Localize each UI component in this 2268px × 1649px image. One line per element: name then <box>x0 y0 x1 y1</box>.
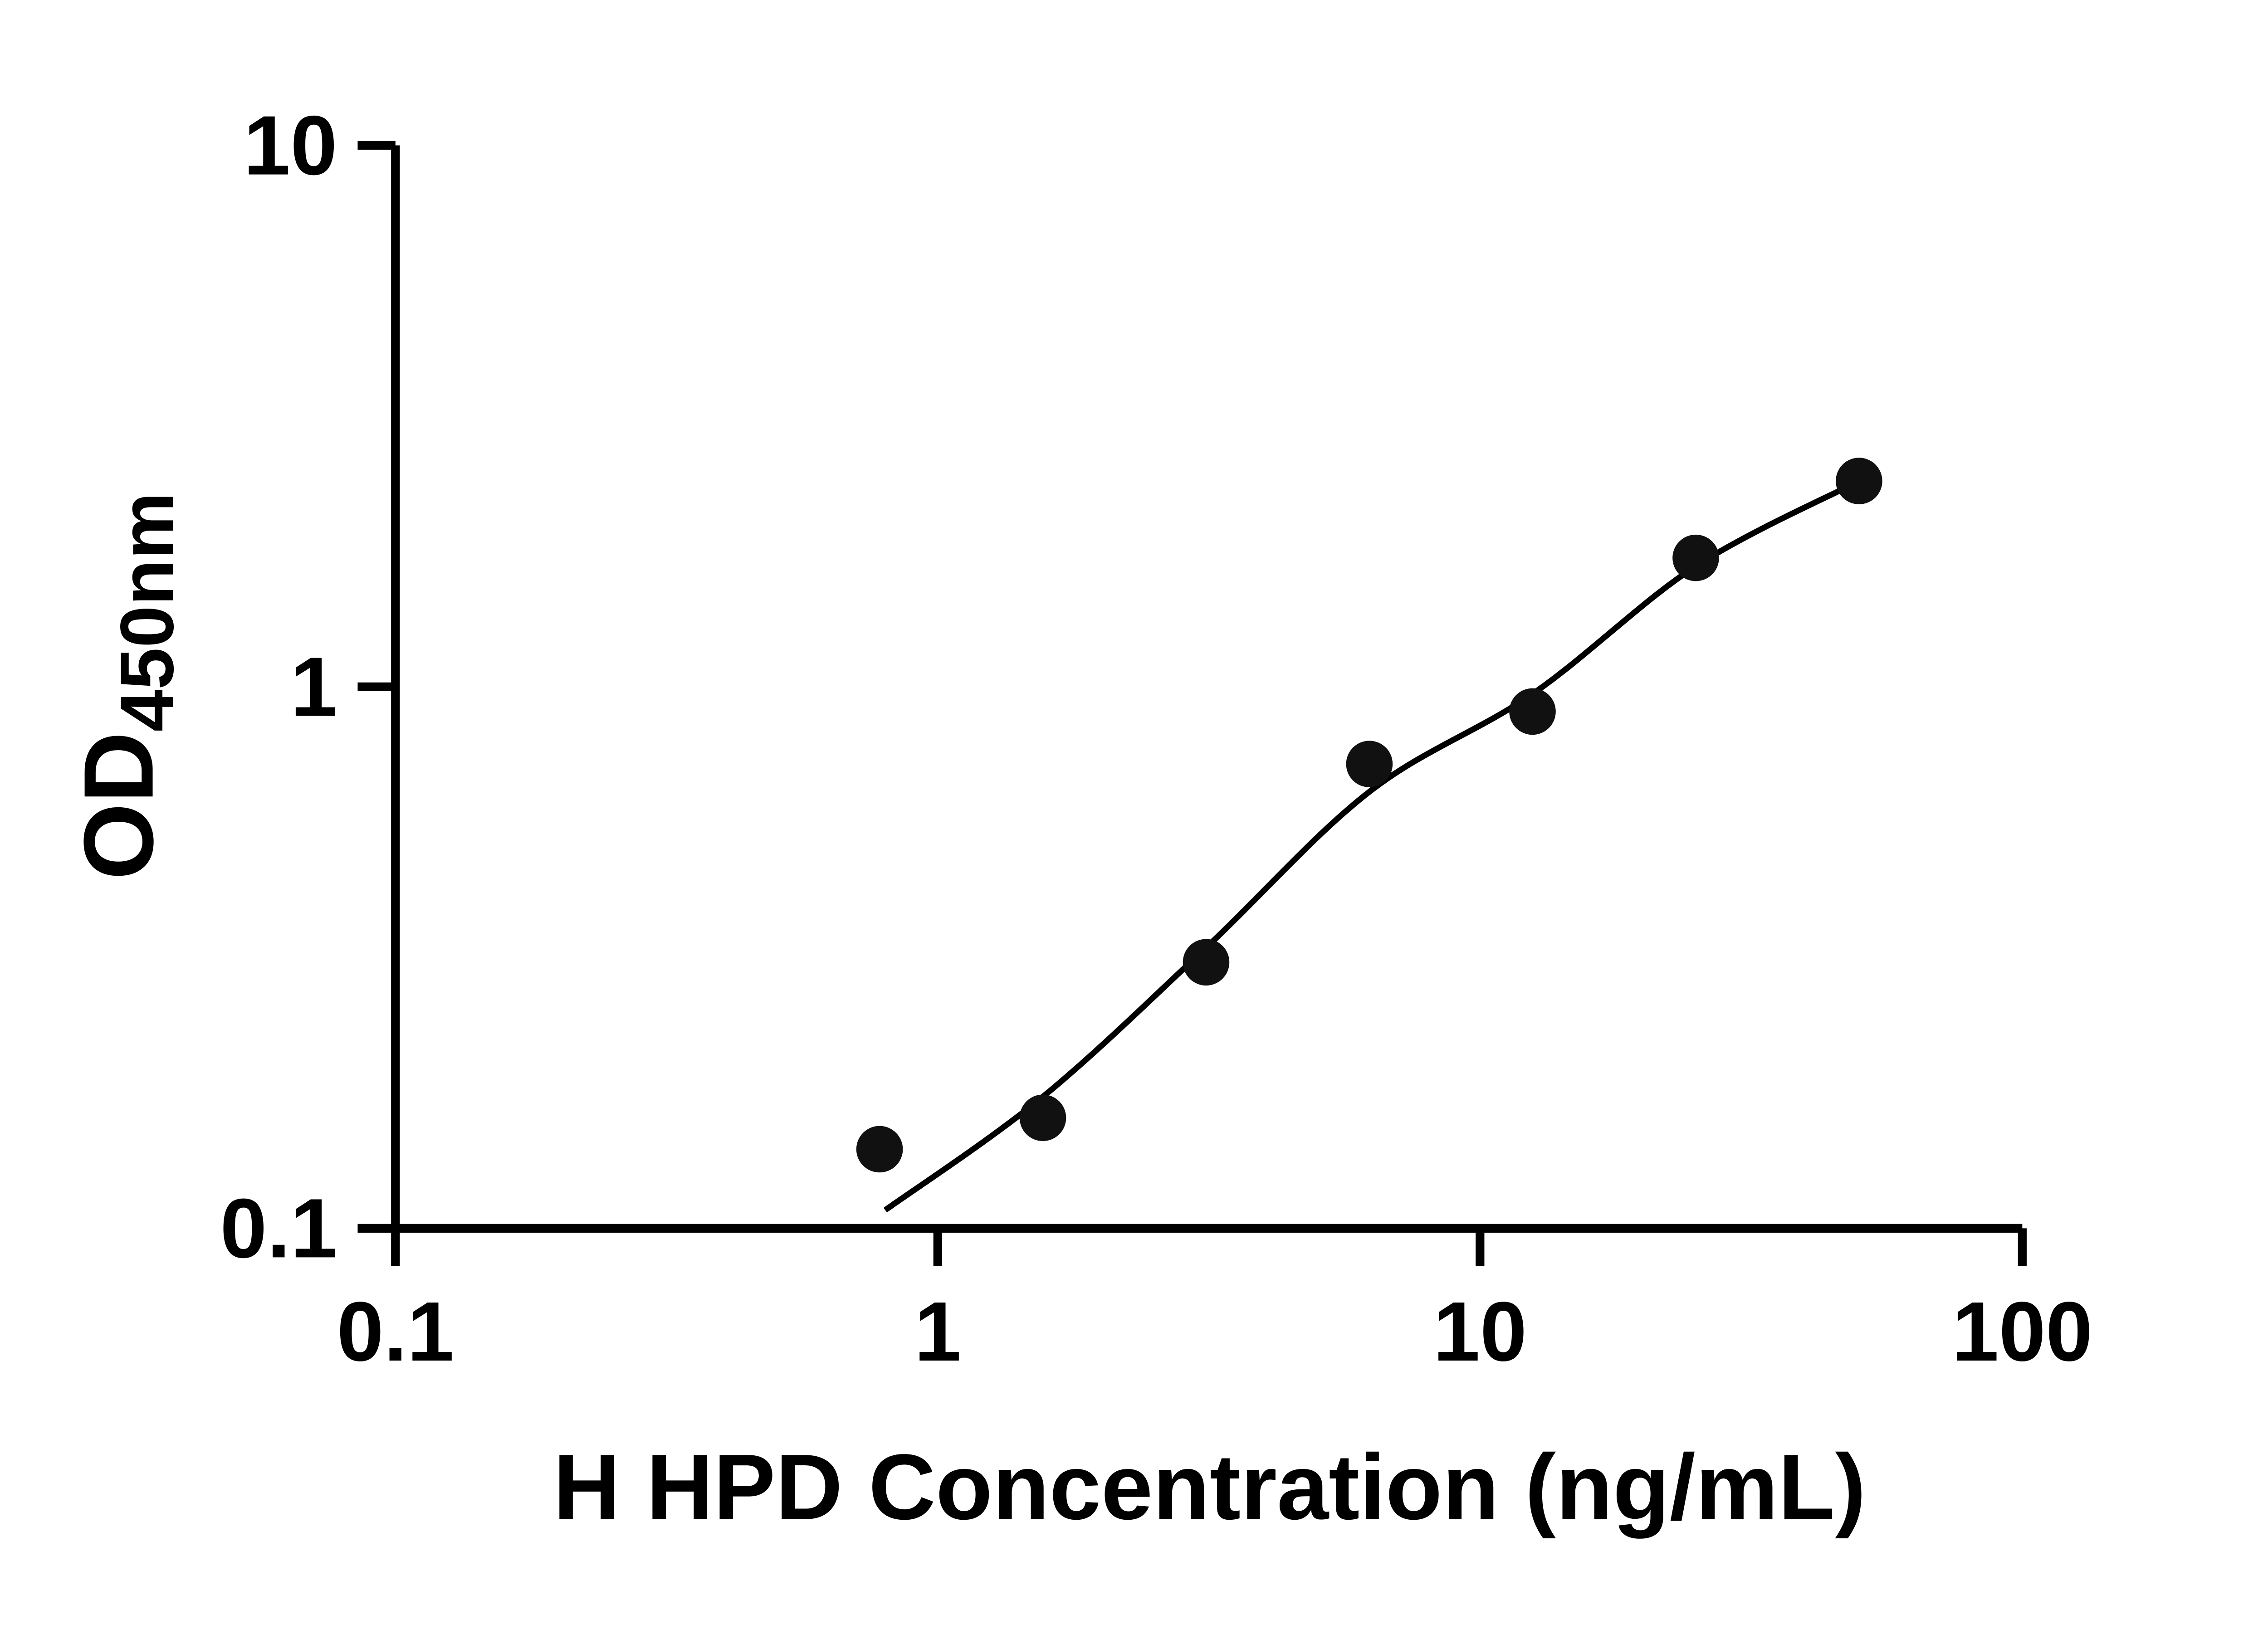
y-tick-label: 10 <box>244 99 337 193</box>
data-point <box>1019 1094 1066 1142</box>
tick-labels-layer: 0.1 1 10 100 0.1 1 10 <box>220 99 2092 1379</box>
y-tick-label: 0.1 <box>220 1181 337 1275</box>
axis-frame <box>391 145 2023 1233</box>
y-axis-title-main: OD <box>64 732 174 880</box>
ticks-layer <box>357 141 2027 1266</box>
x-tick-label: 100 <box>1952 1285 2092 1379</box>
y-axis-title: OD450nm <box>64 492 190 880</box>
x-axis-title: H HPD Concentration (ng/mL) <box>553 1435 1866 1539</box>
x-tick-label: 0.1 <box>337 1285 454 1379</box>
data-point <box>1509 688 1556 735</box>
data-point <box>1836 458 1882 504</box>
data-point <box>1346 741 1393 787</box>
data-point <box>1183 939 1230 986</box>
x-tick-label: 10 <box>1433 1285 1527 1379</box>
x-tick-label: 1 <box>914 1285 961 1379</box>
series-layer <box>856 458 1882 1213</box>
data-point <box>856 1126 903 1173</box>
axes-layer <box>391 145 2023 1233</box>
y-axis-title-subscript: 450nm <box>105 492 189 732</box>
data-point <box>1672 534 1719 581</box>
y-tick-label: 1 <box>290 640 337 734</box>
